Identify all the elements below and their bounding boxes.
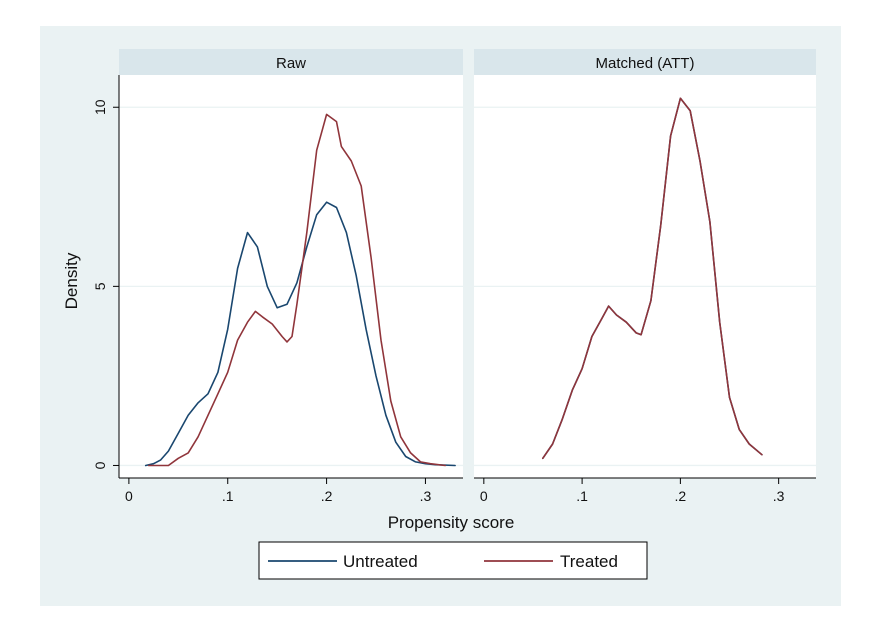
- legend: Untreated Treated: [258, 541, 648, 580]
- series-line-untreated: [144, 201, 456, 467]
- x-tick-label: .1: [576, 488, 588, 504]
- y-tick-label: 5: [92, 282, 108, 290]
- x-tick-label: .3: [773, 488, 785, 504]
- plot-area: [119, 75, 463, 478]
- series-line-treated: [147, 113, 446, 467]
- panel-title: Matched (ATT): [596, 55, 695, 72]
- plot-area: [474, 75, 816, 478]
- legend-item-treated: Treated: [484, 552, 618, 571]
- panel-1: Matched (ATT) 0 .1 .2 .3: [474, 49, 816, 504]
- legend-label: Treated: [560, 552, 618, 571]
- y-tick-label: 10: [92, 99, 108, 115]
- y-axis-label: Density: [62, 252, 81, 309]
- legend-label: Untreated: [343, 552, 418, 571]
- x-tick-label: 0: [125, 488, 133, 504]
- legend-item-untreated: Untreated: [268, 552, 418, 571]
- panel-title-strip: [119, 49, 463, 75]
- legend-items: Untreated Treated: [268, 552, 618, 571]
- series-line-treated: [542, 97, 763, 460]
- x-tick-label: .1: [222, 488, 234, 504]
- y-tick-label: 0: [92, 461, 108, 469]
- panel-title: Raw: [276, 55, 306, 72]
- x-axis-label: Propensity score: [388, 513, 515, 532]
- panels: Raw 0 .1 .2 .3 0 5 10 Matched (ATT) 0 .1 .2 .3: [92, 49, 816, 504]
- x-tick-label: .2: [675, 488, 687, 504]
- x-tick-label: .2: [321, 488, 333, 504]
- x-tick-label: .3: [420, 488, 432, 504]
- x-tick-label: 0: [480, 488, 488, 504]
- panel-title-strip: [474, 49, 816, 75]
- panel-0: Raw 0 .1 .2 .3 0 5 10: [92, 49, 463, 504]
